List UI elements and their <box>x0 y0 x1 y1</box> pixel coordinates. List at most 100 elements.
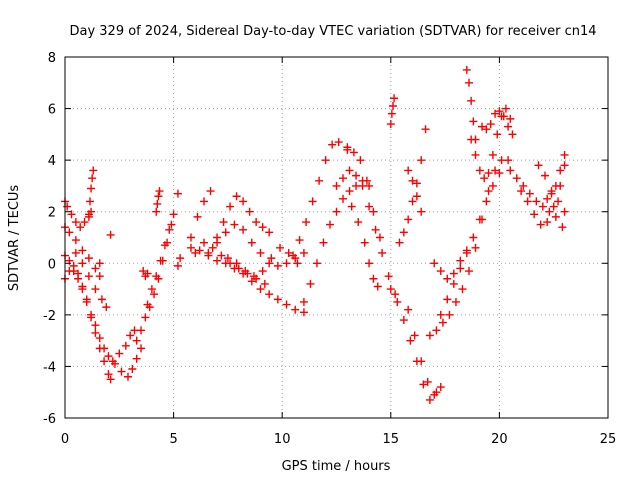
data-point <box>471 150 480 159</box>
data-point <box>451 297 460 306</box>
data-point <box>239 225 248 234</box>
data-point <box>365 202 374 211</box>
y-tick-label: 0 <box>48 257 56 272</box>
data-point <box>384 272 393 281</box>
data-point <box>95 334 104 343</box>
data-point <box>91 328 100 337</box>
data-point <box>156 256 165 265</box>
data-point <box>234 264 243 273</box>
data-point <box>293 259 302 268</box>
data-point <box>560 161 569 170</box>
data-point <box>152 207 161 216</box>
data-point <box>106 375 115 384</box>
data-point <box>265 228 274 237</box>
series-arc-11 <box>204 220 308 270</box>
data-point <box>343 145 352 154</box>
data-point <box>387 109 396 118</box>
series-arc-29 <box>506 166 567 232</box>
data-point <box>213 233 222 242</box>
data-point <box>332 181 341 190</box>
series-arc-16 <box>299 176 374 306</box>
data-point <box>504 122 513 131</box>
data-point <box>230 220 239 229</box>
data-point <box>195 246 204 255</box>
data-point <box>273 261 282 270</box>
series-arc-30 <box>517 161 569 229</box>
data-point <box>123 372 132 381</box>
data-point <box>200 238 209 247</box>
data-point <box>265 259 274 268</box>
data-point <box>110 359 119 368</box>
data-point <box>306 279 315 288</box>
data-point <box>239 197 248 206</box>
data-point <box>165 225 174 234</box>
data-point <box>193 212 202 221</box>
data-point <box>484 169 493 178</box>
data-point <box>137 326 146 335</box>
data-point <box>104 370 113 379</box>
data-point <box>150 290 159 299</box>
data-point <box>173 261 182 270</box>
data-point <box>82 295 91 304</box>
data-point <box>386 285 395 294</box>
data-point <box>425 395 434 404</box>
data-point <box>534 161 543 170</box>
x-axis-label: GPS time / hours <box>282 459 391 474</box>
data-point <box>373 282 382 291</box>
data-point <box>302 218 311 227</box>
series-arc-14 <box>223 243 302 281</box>
data-point <box>436 310 445 319</box>
data-point <box>419 380 428 389</box>
data-point <box>191 248 200 257</box>
data-point <box>71 248 80 257</box>
data-point <box>478 122 487 131</box>
series-arc-21 <box>404 305 445 399</box>
data-point <box>501 104 510 113</box>
data-point <box>393 297 402 306</box>
series-arc-15 <box>289 138 352 260</box>
data-point <box>375 233 384 242</box>
data-point <box>76 223 85 232</box>
series-spike-4 <box>386 94 399 129</box>
data-point <box>412 179 421 188</box>
data-point <box>538 202 547 211</box>
series-arc-9 <box>186 243 308 317</box>
data-point <box>339 194 348 203</box>
data-point <box>232 259 241 268</box>
data-point <box>506 166 515 175</box>
data-point <box>469 117 478 126</box>
data-point <box>388 101 397 110</box>
x-tick-label: 25 <box>600 432 617 447</box>
data-point <box>549 202 558 211</box>
data-point <box>491 109 500 118</box>
data-point <box>319 238 328 247</box>
data-point <box>506 114 515 123</box>
data-point <box>495 169 504 178</box>
data-point <box>88 174 97 183</box>
series-arc-10 <box>186 187 215 242</box>
data-point <box>217 251 226 260</box>
data-point <box>558 223 567 232</box>
data-point <box>78 259 87 268</box>
data-point <box>97 295 106 304</box>
data-point <box>200 197 209 206</box>
data-point <box>471 243 480 252</box>
data-point <box>417 207 426 216</box>
data-point <box>223 254 232 263</box>
data-point <box>69 261 78 270</box>
data-point <box>289 251 298 260</box>
data-point <box>84 254 93 263</box>
chart-title: Day 329 of 2024, Sidereal Day-to-day VTE… <box>69 24 596 39</box>
data-point <box>65 267 74 276</box>
data-point <box>273 295 282 304</box>
data-point <box>417 357 426 366</box>
data-point <box>445 310 454 319</box>
data-point <box>449 279 458 288</box>
data-point <box>74 269 83 278</box>
data-point <box>152 272 161 281</box>
data-point <box>543 194 552 203</box>
y-tick-label: 6 <box>48 103 56 118</box>
data-point <box>430 259 439 268</box>
data-point <box>115 349 124 358</box>
